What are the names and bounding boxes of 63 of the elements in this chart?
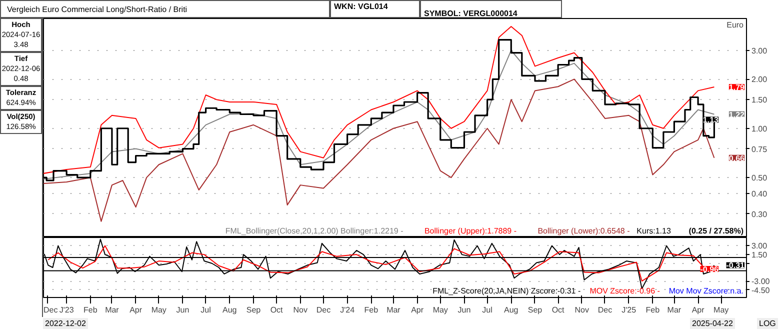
- x-tick-label: Nov: [293, 306, 308, 314]
- y-tick-label: 1.00: [752, 124, 768, 134]
- text: LOG: [757, 318, 778, 330]
- x-tick-label: Mar: [105, 306, 120, 314]
- y-tick-label: -4.50: [752, 286, 770, 295]
- x-tick-label: Dec: [44, 306, 58, 314]
- y-axis-title: Euro: [726, 20, 744, 30]
- y-tick-label: 3.00: [752, 242, 768, 251]
- x-tick-label: Jul: [482, 306, 493, 314]
- x-tick-label: Oct: [270, 306, 284, 314]
- text: SYMBOL: VERGL000014: [420, 0, 562, 18]
- annotation: 0.66: [728, 154, 746, 163]
- x-tick-label: Jun: [176, 306, 190, 314]
- x-tick-label: J'24: [340, 306, 356, 314]
- x-tick-label: Mar: [386, 306, 401, 314]
- annotation: 1.79: [728, 83, 746, 92]
- series-label: MOV Zscore:-0.96 -: [590, 286, 660, 296]
- x-tick-label: Sep: [246, 306, 262, 314]
- x-tick-label: Apr: [692, 306, 705, 314]
- legend-label: Mov Mov Zscore:n.a.: [668, 286, 744, 296]
- x-tick-label: J'23: [59, 306, 74, 314]
- x-tick-label: Feb: [364, 306, 379, 314]
- text: 2022-12-02: [43, 318, 88, 330]
- x-tick-label: Feb: [646, 306, 660, 314]
- annotation: 1.22: [728, 110, 746, 120]
- annotation: -0.31: [726, 261, 746, 270]
- chart-subtitle: WKN: VGL014: [330, 0, 420, 18]
- text: Bollinger (Upper):1.7889 -: [424, 226, 517, 236]
- annotation: 1.13: [702, 116, 720, 125]
- x-tick-label: Jul: [200, 306, 212, 314]
- x-tick-label: Apr: [411, 306, 424, 314]
- x-tick-label: May: [432, 306, 448, 314]
- y-tick-label: 1.50: [752, 250, 768, 260]
- x-tick-label: Dec: [598, 306, 612, 314]
- x-tick-label: Oct: [552, 306, 566, 314]
- text: Bollinger (Lower):0.6548 -: [538, 226, 630, 236]
- x-tick-label: J'25: [622, 306, 637, 314]
- y-tick-label: 0.50: [752, 174, 768, 183]
- y-tick-label: 2.00: [752, 75, 768, 84]
- x-tick-label: Mar: [667, 306, 682, 314]
- x-tick-label: Sep: [528, 306, 543, 314]
- y-tick-label: -3.00: [752, 277, 770, 286]
- y-tick-label: 1.50: [752, 96, 768, 105]
- x-tick-label: Aug: [504, 306, 518, 314]
- x-tick-label: Feb: [84, 306, 98, 314]
- x-tick-label: May: [151, 306, 166, 314]
- y-tick-label: 0.75: [752, 144, 768, 154]
- x-tick-label: Apr: [130, 306, 142, 314]
- x-tick-label: Aug: [222, 306, 237, 314]
- annotation: -0.96: [700, 265, 720, 274]
- x-tick-label: Nov: [574, 306, 590, 314]
- y-tick-label: 0.30: [752, 210, 768, 219]
- text: 2025-04-22: [690, 318, 735, 330]
- chart-title: Vergleich Euro Commercial Long/Short-Ratio / Briti: [0, 0, 330, 18]
- text: FML_Bollinger(Close,20,1,2.00) Bollinger:1.2219 -: [225, 226, 404, 236]
- annotation: (0.25 / 27.58%): [688, 226, 744, 236]
- series-label: FML_Z-Score(20,JA,NEIN) Zscore:-0.31 -: [432, 286, 581, 296]
- x-tick-label: Jun: [458, 306, 471, 314]
- y-tick-label: 3.00: [752, 46, 768, 56]
- y-tick-label: 0.40: [752, 189, 768, 198]
- x-tick-label: May: [714, 306, 729, 314]
- text: Kurs:1.13: [636, 226, 672, 236]
- x-tick-label: Dec: [316, 306, 331, 314]
